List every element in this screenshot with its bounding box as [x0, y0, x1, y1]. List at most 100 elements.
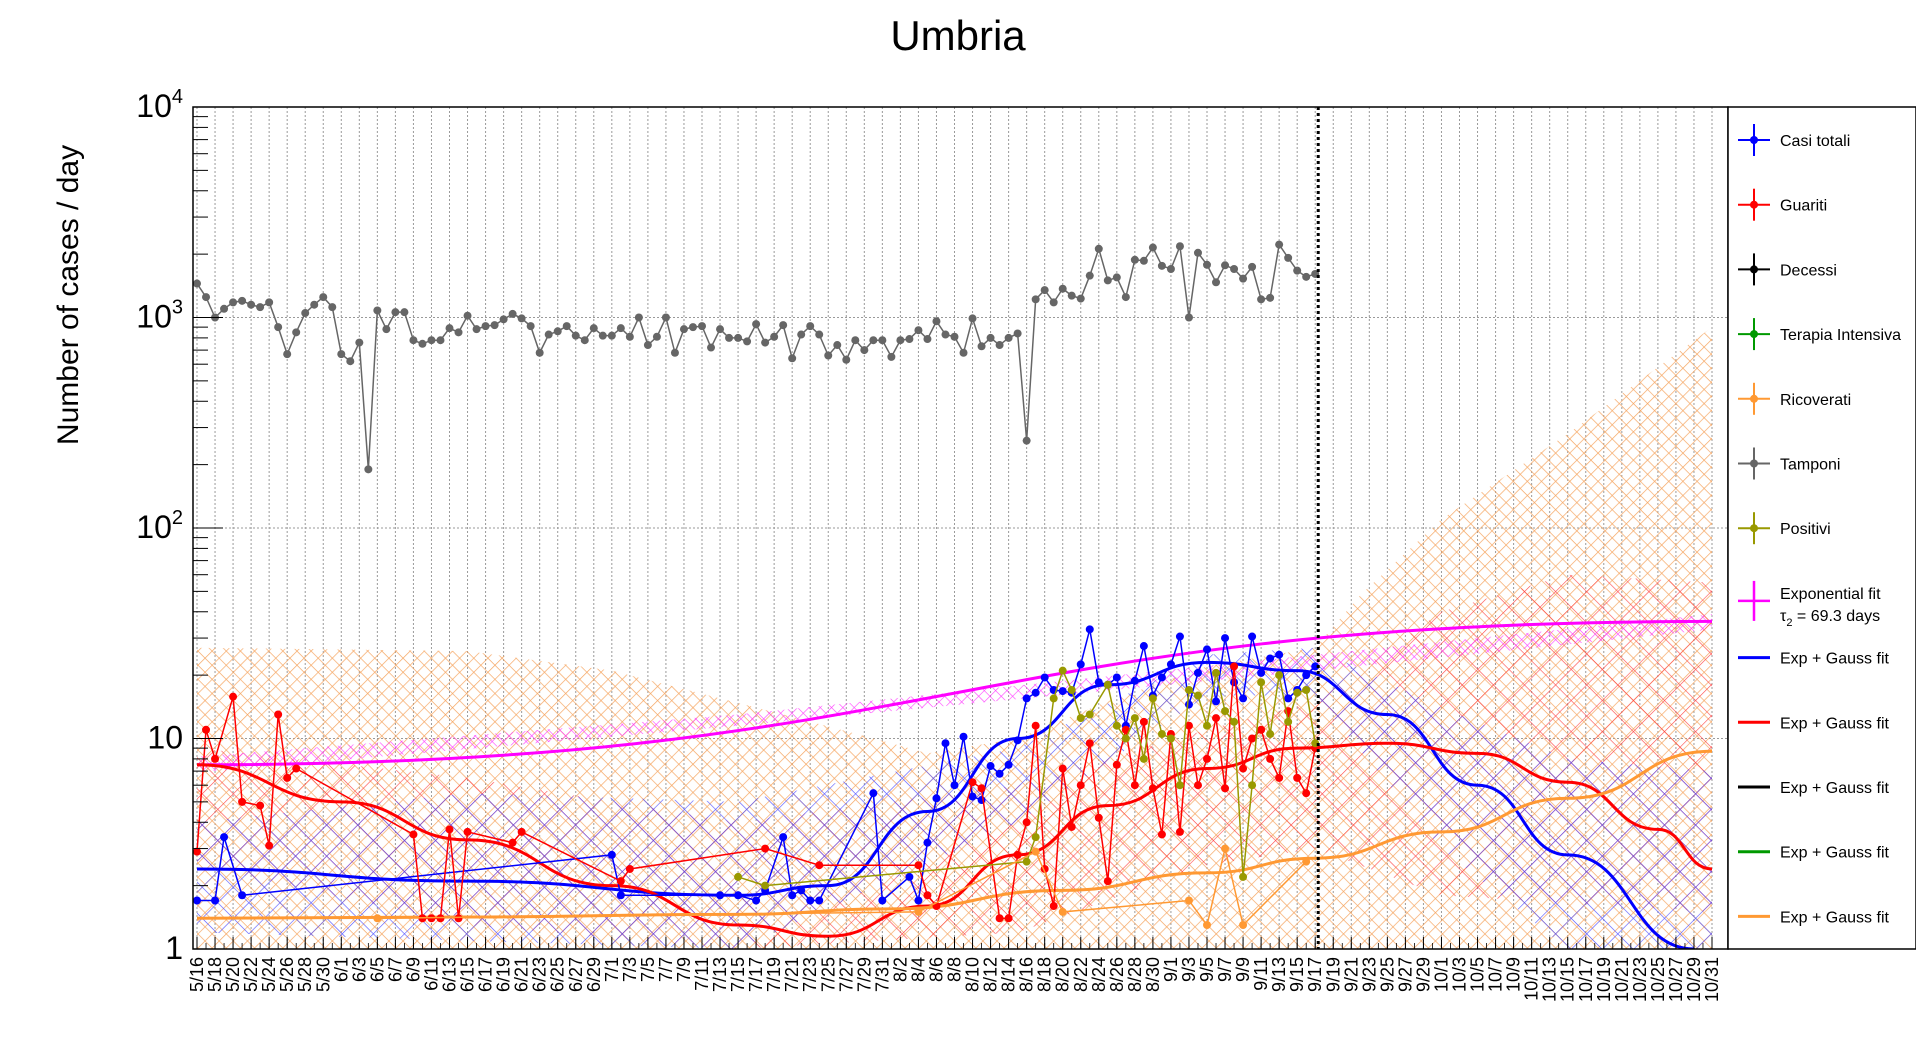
data-point — [220, 833, 229, 842]
x-tick-label: 8/2 — [890, 957, 910, 982]
data-point — [1121, 734, 1130, 743]
x-tick-label: 7/13 — [710, 957, 730, 992]
x-tick-label: 5/18 — [205, 957, 225, 992]
data-point — [1203, 645, 1211, 654]
series-ricoverati — [373, 844, 1311, 930]
data-point — [1239, 694, 1248, 703]
data-point — [1239, 872, 1248, 881]
x-tick-label: 8/22 — [1071, 957, 1091, 992]
data-point — [1040, 673, 1049, 682]
data-point — [914, 326, 923, 335]
x-tick-label: 6/23 — [530, 957, 550, 992]
data-point — [1112, 721, 1121, 730]
data-point — [995, 769, 1004, 778]
data-point — [445, 324, 454, 333]
data-point — [247, 300, 256, 309]
data-point — [1148, 784, 1157, 793]
data-point — [761, 844, 770, 853]
data-point — [454, 914, 463, 923]
data-point — [1112, 673, 1121, 682]
data-point — [1139, 717, 1148, 726]
data-point — [580, 336, 589, 345]
data-point — [1076, 714, 1085, 723]
x-tick-label: 9/23 — [1359, 957, 1379, 992]
data-point — [1013, 736, 1022, 745]
x-tick-label: 7/19 — [764, 957, 784, 992]
data-point — [905, 872, 914, 881]
x-tick-label: 10/29 — [1684, 957, 1704, 1002]
data-point — [1085, 710, 1094, 719]
data-point — [517, 314, 526, 323]
data-point — [202, 725, 211, 734]
data-point — [238, 296, 247, 305]
data-point — [238, 891, 247, 900]
data-point — [1004, 333, 1013, 342]
y-tick-label: 104 — [136, 86, 183, 124]
data-point — [1184, 685, 1193, 694]
data-point — [517, 827, 526, 836]
data-point — [1193, 248, 1202, 257]
data-point — [1248, 734, 1257, 743]
x-tick-label: 10/27 — [1666, 957, 1686, 1002]
data-point — [1058, 764, 1067, 773]
x-tick-label: 10/17 — [1576, 957, 1596, 1002]
x-tick-label: 8/24 — [1089, 957, 1109, 992]
data-point — [589, 324, 598, 333]
data-point — [1239, 764, 1248, 773]
data-point — [202, 293, 211, 302]
x-tick-label: 8/4 — [908, 957, 928, 982]
x-tick-label: 9/7 — [1215, 957, 1235, 982]
data-point — [427, 336, 436, 345]
x-tick-label: 9/13 — [1269, 957, 1289, 992]
data-point — [409, 336, 418, 345]
data-point — [878, 896, 887, 905]
x-tick-label: 10/23 — [1630, 957, 1650, 1002]
data-point — [968, 314, 977, 323]
data-point — [193, 847, 201, 856]
legend-label: Exponential fit — [1780, 586, 1881, 603]
data-point — [1221, 261, 1230, 270]
series-casi-totali — [193, 625, 1320, 905]
legend-item: Decessi — [1738, 253, 1837, 286]
data-point — [905, 335, 914, 344]
data-point — [1112, 760, 1121, 769]
data-point — [1067, 291, 1076, 300]
data-point — [1157, 730, 1166, 739]
data-point — [1094, 244, 1103, 253]
data-point — [950, 332, 959, 341]
data-point — [770, 332, 779, 341]
legend-label: Terapia Intensiva — [1780, 327, 1901, 344]
data-series — [193, 240, 1320, 930]
data-point — [445, 825, 454, 834]
legend-label: Exp + Gauss fit — [1780, 651, 1889, 668]
x-tick-label: 7/23 — [800, 957, 820, 992]
x-tick-label: 6/19 — [494, 957, 514, 992]
x-axis: 5/165/185/205/225/245/265/285/306/16/36/… — [187, 937, 1722, 1002]
data-point — [1121, 293, 1130, 302]
data-point — [923, 335, 932, 344]
x-tick-label: 7/3 — [620, 957, 640, 982]
data-point — [1139, 754, 1148, 763]
data-point — [301, 309, 310, 318]
data-point — [229, 692, 238, 701]
data-point — [1067, 822, 1076, 831]
legend-item: Tamponi — [1738, 447, 1840, 480]
data-point — [1166, 264, 1175, 273]
series-line — [196, 666, 1316, 919]
data-point — [1221, 707, 1230, 716]
data-point — [851, 336, 860, 345]
data-point — [1275, 240, 1284, 249]
legend-sublabel: τ2 = 69.3 days — [1780, 608, 1880, 629]
x-tick-label: 7/5 — [638, 957, 658, 982]
data-point — [788, 891, 797, 900]
y-tick-label: 10 — [147, 720, 183, 756]
data-point — [1239, 274, 1248, 283]
data-point — [995, 341, 1004, 350]
x-tick-label: 10/13 — [1540, 957, 1560, 1002]
data-point — [616, 877, 625, 886]
data-point — [274, 323, 283, 332]
data-point — [1013, 850, 1022, 859]
data-point — [968, 778, 977, 787]
data-point — [1031, 721, 1040, 730]
